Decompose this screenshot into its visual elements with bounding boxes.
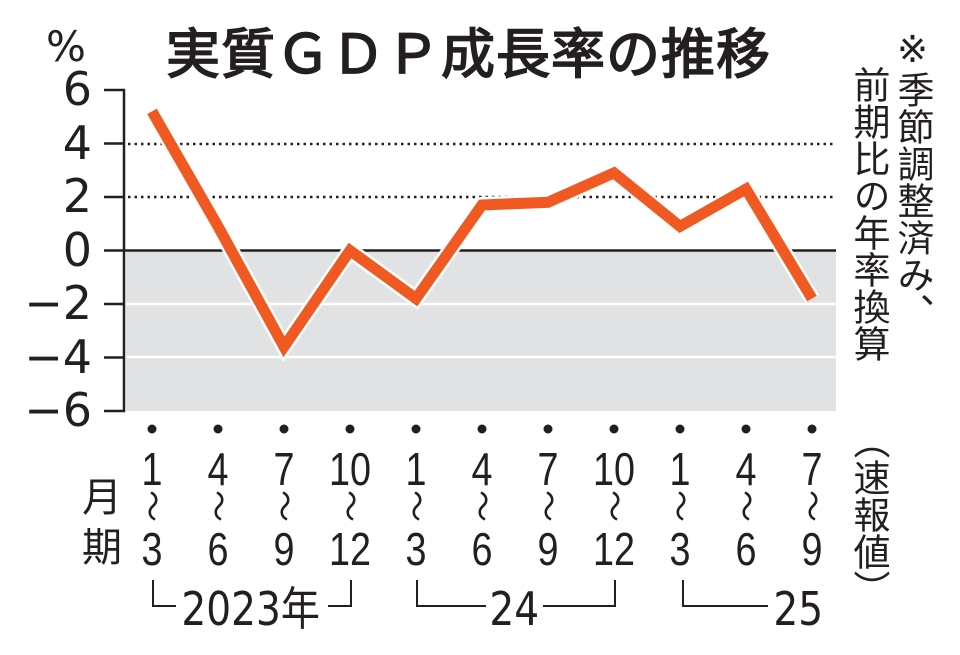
x-tick-dot — [741, 424, 751, 434]
negative-region — [126, 250, 836, 411]
quarter-end-month: 9 — [537, 523, 559, 575]
quarter-start-month: 7 — [537, 443, 559, 495]
x-side-label-period: 期 — [82, 525, 122, 571]
x-side-label-month: 月 — [82, 475, 122, 521]
quarter-start-month: 4 — [735, 443, 757, 495]
quarter-start-month: 10 — [329, 443, 371, 495]
x-tick-dot — [279, 424, 289, 434]
chart-title: 実質ＧＤＰ成長率の推移 — [166, 23, 771, 86]
y-tick-label: 0 — [62, 222, 92, 277]
quarter-end-month: 3 — [141, 523, 163, 575]
y-tick-label: −4 — [24, 329, 92, 384]
y-ticks — [104, 88, 125, 413]
year-label-2023: 2023年 — [178, 586, 324, 632]
note-line2: 前期比の年率換算 — [847, 66, 890, 362]
quarter-start-month: 4 — [471, 443, 493, 495]
y-tick-label: −6 — [24, 383, 92, 437]
y-tick-label: −2 — [24, 276, 92, 330]
quarter-end-month: 12 — [329, 523, 371, 575]
x-tick-dot — [411, 424, 421, 434]
quarter-start-month: 1 — [405, 443, 427, 495]
y-tick-label: 6 — [62, 62, 92, 116]
quarter-end-month: 3 — [669, 523, 691, 575]
x-tick-dot — [609, 424, 619, 434]
x-tick-dot — [345, 424, 355, 434]
x-tick-dot — [675, 424, 685, 434]
quarter-start-month: 7 — [273, 443, 295, 495]
y-tick-label: 4 — [62, 115, 92, 170]
year-label-2024: 24 — [486, 586, 543, 632]
quarter-end-month: 6 — [471, 523, 493, 575]
year-brackets — [152, 580, 768, 607]
quarter-end-month: 6 — [207, 523, 229, 575]
x-tick-dot — [477, 424, 487, 434]
note-line3: （速報値） — [847, 422, 890, 607]
quarter-end-month: 9 — [273, 523, 295, 575]
quarter-start-month: 7 — [801, 443, 823, 495]
quarter-start-month: 1 — [669, 443, 691, 495]
quarter-end-month: 12 — [593, 523, 635, 575]
quarter-end-month: 9 — [801, 523, 823, 575]
quarter-start-month: 1 — [141, 443, 163, 495]
quarter-end-month: 3 — [405, 523, 427, 575]
quarter-start-month: 4 — [207, 443, 229, 495]
x-tick-dot — [213, 424, 223, 434]
quarter-start-month: 10 — [593, 443, 635, 495]
series-line — [147, 108, 817, 358]
x-tick-dot — [147, 424, 157, 434]
x-tick-dot — [543, 424, 553, 434]
y-unit-label: % — [46, 22, 86, 71]
y-tick-label: 2 — [62, 169, 92, 223]
note-line1: ※季節調整済み、 — [891, 28, 934, 330]
quarter-end-month: 6 — [735, 523, 757, 575]
x-tick-dot — [807, 424, 817, 434]
x-tick-dots — [147, 424, 817, 434]
year-label-2025: 25 — [770, 586, 827, 632]
